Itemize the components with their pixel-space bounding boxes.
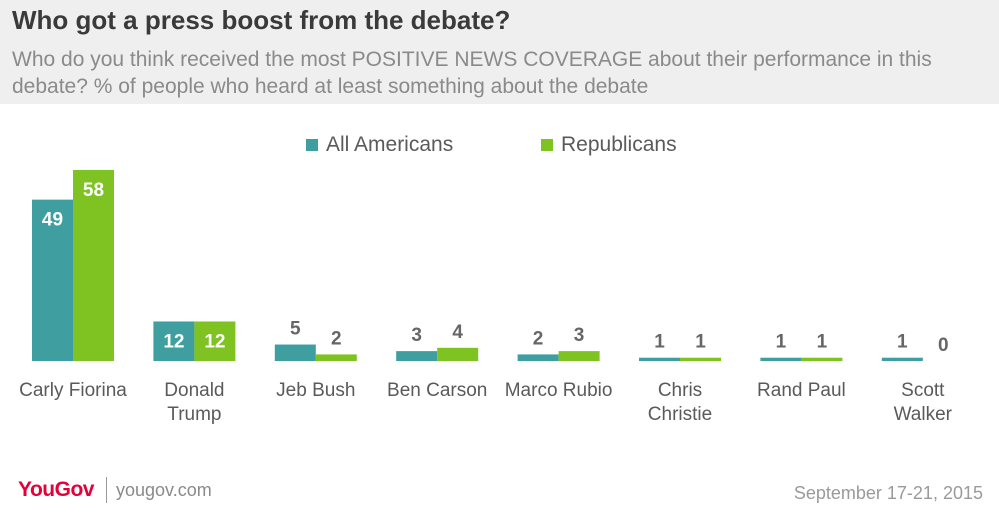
bar-all-americans-2: [274, 344, 316, 361]
data-label-all-americans-4: 2: [533, 328, 544, 349]
category-label-6: Rand Paul: [757, 380, 846, 401]
category-label-2: Jeb Bush: [276, 380, 355, 401]
data-label-republicans-5: 1: [695, 332, 706, 353]
chart-title: Who got a press boost from the debate?: [12, 5, 511, 35]
bar-all-americans-5: [639, 357, 680, 361]
bar-republicans-6: [801, 357, 843, 361]
bar-republicans-4: [558, 351, 600, 361]
bar-republicans-1: [194, 321, 236, 361]
bar-all-americans-3: [396, 351, 438, 361]
data-label-republicans-0: 58: [83, 180, 104, 201]
legend-label-all-americans: All Americans: [326, 133, 454, 156]
yougov-logo: YouGov: [18, 478, 94, 501]
header-band: Who got a press boost from the debate? W…: [0, 0, 999, 104]
footer-date: September 17-21, 2015: [793, 483, 983, 503]
bar-all-americans-1: [153, 321, 195, 361]
legend: All Americans Republicans: [0, 133, 999, 161]
category-label-3: Ben Carson: [387, 380, 487, 401]
legend-swatch-all-americans: [306, 139, 318, 151]
data-label-all-americans-6: 1: [776, 332, 787, 353]
bar-republicans-0: [73, 170, 114, 361]
legend-item-all-americans: All Americans: [306, 133, 453, 157]
category-label-0: Carly Fiorina: [19, 380, 127, 401]
data-label-republicans-2: 2: [331, 328, 342, 349]
category-label-1: Donald Trump: [164, 380, 224, 425]
bar-republicans-2: [315, 354, 357, 361]
data-label-all-americans-3: 3: [411, 325, 422, 346]
data-label-all-americans-5: 1: [654, 332, 665, 353]
bar-all-americans-7: [881, 357, 923, 361]
data-label-all-americans-7: 1: [897, 332, 908, 353]
legend-swatch-republicans: [541, 139, 553, 151]
data-label-republicans-4: 3: [574, 325, 585, 346]
data-label-republicans-3: 4: [452, 322, 463, 343]
category-label-7: Scott Walker: [894, 380, 953, 425]
legend-label-republicans: Republicans: [561, 133, 677, 156]
chart-subtitle: Who do you think received the most POSIT…: [12, 48, 932, 98]
bar-republicans-5: [680, 357, 721, 361]
data-label-republicans-1: 12: [204, 331, 225, 352]
legend-item-republicans: Republicans: [541, 133, 677, 157]
bar-all-americans-0: [32, 199, 73, 361]
data-label-republicans-7: 0: [938, 335, 949, 356]
bar-all-americans-6: [760, 357, 802, 361]
data-label-all-americans-1: 12: [163, 331, 184, 352]
data-label-all-americans-0: 49: [42, 210, 63, 231]
footer-site-link[interactable]: yougov.com: [116, 480, 212, 500]
data-label-all-americans-2: 5: [290, 319, 301, 340]
category-label-4: Marco Rubio: [505, 380, 613, 401]
footer-divider: [106, 477, 107, 503]
data-label-republicans-6: 1: [817, 332, 828, 353]
bar-all-americans-4: [517, 354, 559, 361]
bar-republicans-3: [437, 347, 479, 361]
category-label-5: Chris Christie: [648, 380, 712, 425]
